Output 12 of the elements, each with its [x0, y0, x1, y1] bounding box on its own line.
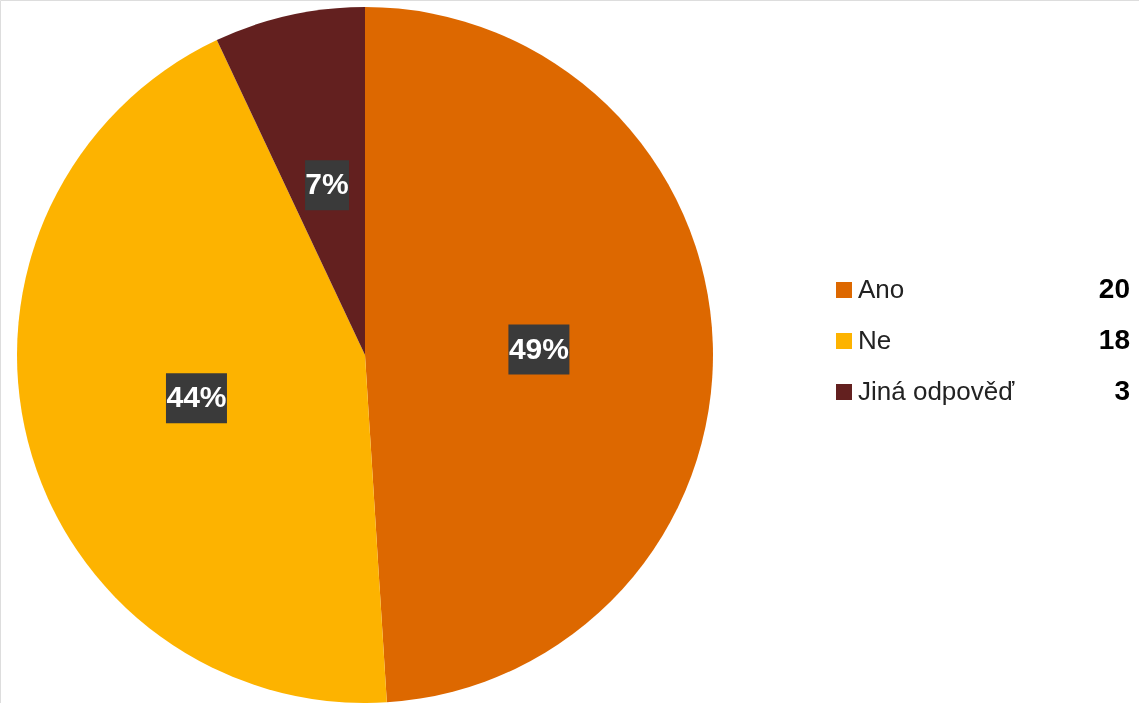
data-label: 7% — [305, 167, 349, 201]
data-label: 49% — [508, 331, 569, 365]
legend-label: Ne — [858, 325, 892, 355]
legend-label: Ano — [858, 274, 905, 304]
pie-slice — [216, 7, 365, 355]
pie-slice — [365, 7, 713, 703]
text: 20 — [1098, 273, 1130, 304]
pie-slice — [17, 40, 387, 703]
text: 3 — [1114, 375, 1130, 406]
data-label: 44% — [166, 380, 227, 414]
legend-label: Jiná odpověď — [858, 376, 1016, 406]
text: 18 — [1098, 324, 1130, 355]
